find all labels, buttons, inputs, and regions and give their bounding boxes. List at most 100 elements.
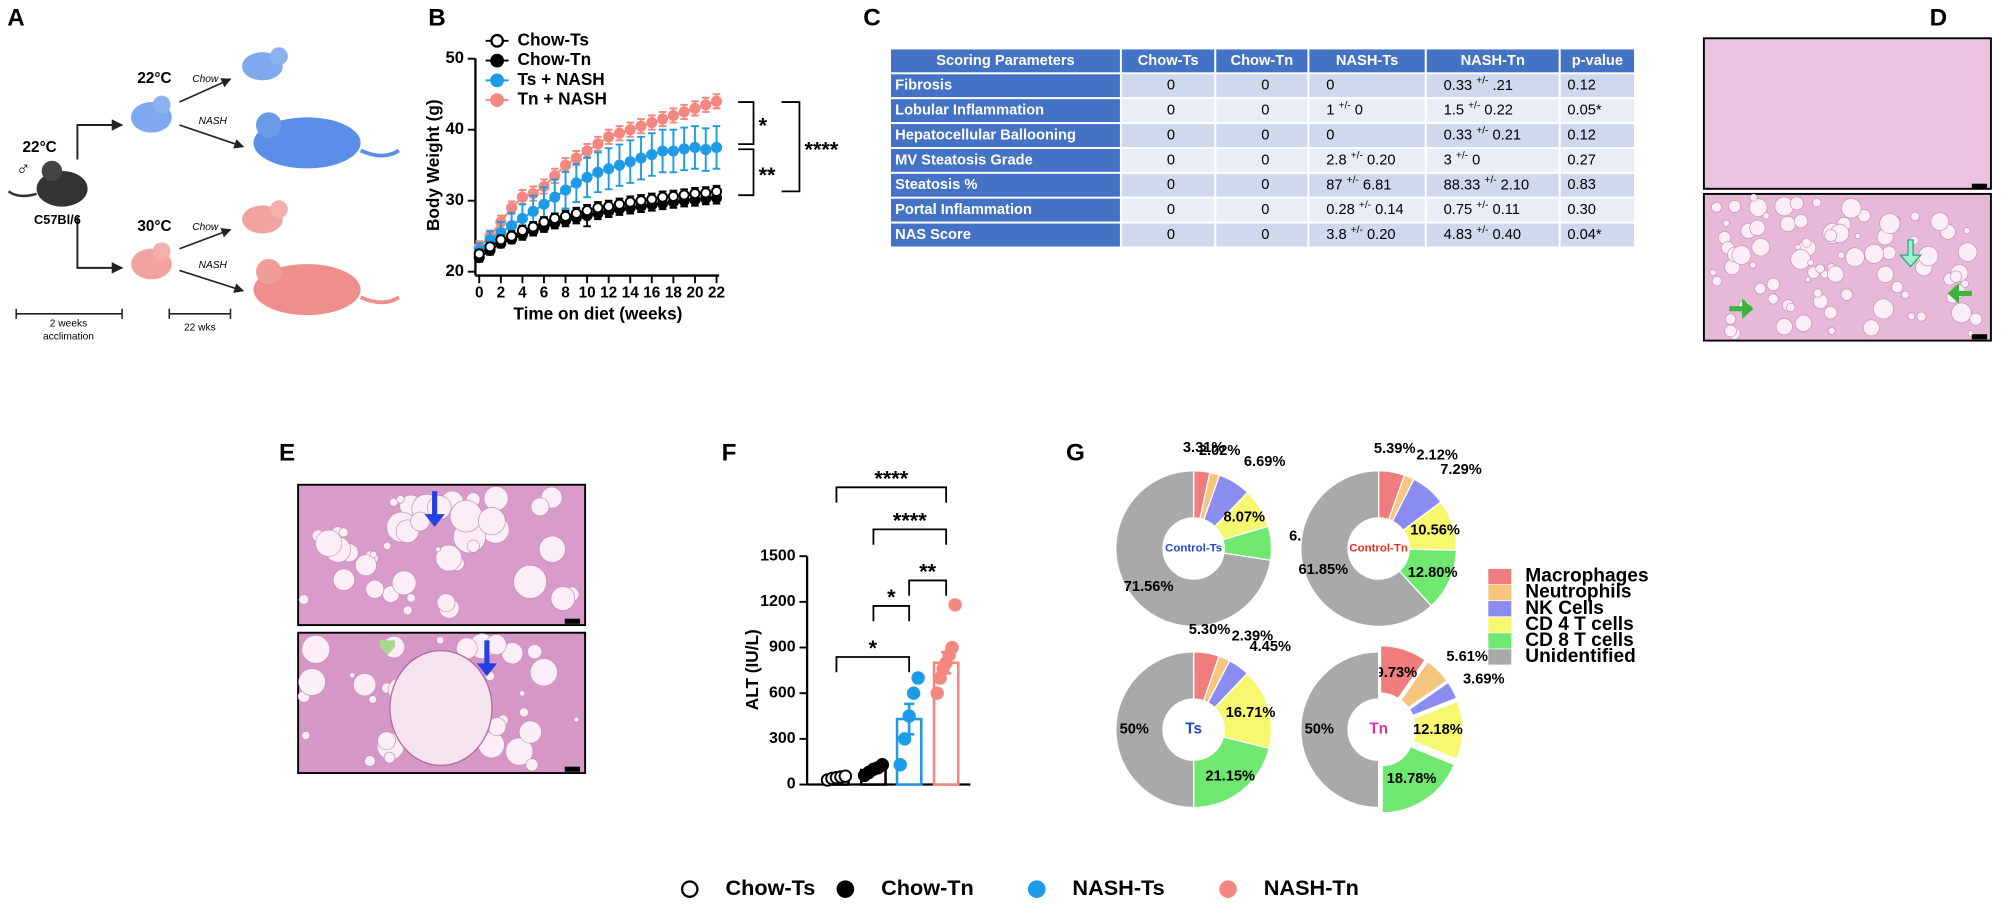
arrow — [379, 640, 396, 656]
slice-label: 12.18% — [1413, 722, 1463, 738]
legend-label: Unidentified — [1525, 646, 1636, 667]
donut-center-label: Control-Tn — [1349, 543, 1408, 555]
slice-label: 6.69% — [1244, 454, 1286, 470]
donut-slice — [1379, 645, 1427, 700]
data-point — [689, 102, 701, 114]
timeline-label: acclimation — [43, 331, 94, 342]
vacuole — [1766, 277, 1780, 292]
mouse-tail — [359, 148, 400, 158]
x-tick-label: 2 — [497, 284, 506, 301]
donut-center-label: Tn — [1369, 721, 1388, 738]
donut-hole — [1163, 699, 1225, 761]
slice-label: 5.61% — [1446, 649, 1488, 665]
scale-bar — [1971, 183, 1988, 189]
data-point — [506, 220, 518, 232]
diet: Chow — [192, 222, 219, 233]
vacuole — [538, 535, 566, 563]
diet: NASH — [199, 260, 228, 271]
vacuole — [349, 672, 356, 679]
data-point — [678, 189, 690, 201]
significance-bracket — [738, 148, 755, 197]
table-cell — [1558, 72, 1636, 100]
slice-label: 18.78% — [1387, 771, 1437, 787]
vacuole — [1748, 198, 1768, 217]
table-cell-text: Fibrosis — [895, 78, 952, 94]
significance-bracket — [781, 101, 801, 193]
donut-hole — [1347, 517, 1410, 580]
legend-marker — [1219, 880, 1237, 898]
data-point — [646, 148, 658, 161]
arrow — [76, 119, 124, 160]
data-point — [570, 177, 582, 189]
data-point — [559, 184, 572, 196]
vacuole — [1910, 211, 1920, 222]
vacuole — [529, 658, 558, 687]
data-point — [516, 224, 528, 237]
arrow — [179, 228, 232, 250]
significance-label: **** — [805, 136, 839, 161]
table-cell-text: 0.05* — [1567, 103, 1602, 119]
table-cell-text: 0.83 — [1567, 177, 1596, 193]
vacuole — [519, 707, 529, 718]
vacuole — [1862, 319, 1880, 337]
data-point — [945, 640, 959, 655]
legend-marker — [490, 53, 504, 68]
y-tick-label: 1200 — [760, 593, 796, 610]
data-point — [603, 163, 615, 175]
data-point — [516, 191, 528, 203]
vacuole — [1794, 314, 1813, 332]
donut-hole — [1163, 517, 1225, 580]
y-tick-label: 600 — [769, 684, 796, 701]
legend-label: NASH-Ts — [1072, 875, 1164, 900]
data-point — [570, 152, 582, 164]
vacuole — [550, 586, 576, 611]
strain: C57Bl/6 — [34, 212, 81, 227]
significance-label: * — [887, 584, 896, 609]
x-tick-label: 14 — [622, 284, 640, 301]
vacuole — [1907, 312, 1916, 321]
vacuole — [435, 544, 463, 572]
significance-bracket — [835, 656, 911, 673]
slice-label: 5.30% — [1189, 622, 1231, 638]
table-cell-text: 0.30 — [1567, 202, 1596, 218]
vacuole — [1837, 251, 1845, 260]
data-point — [603, 200, 615, 212]
vacuole — [1845, 247, 1865, 268]
table-cell-text: 0 — [1326, 78, 1334, 94]
slice-label: 7.29% — [1440, 462, 1482, 478]
slice-label: 12.80% — [1408, 565, 1458, 581]
legend-marker — [490, 73, 504, 88]
slice-label: 3.31% — [1183, 440, 1225, 456]
vacuole — [436, 593, 456, 613]
table-cell-text: Hepatocellular Ballooning — [895, 127, 1076, 143]
data-point — [657, 145, 669, 157]
mouse-head — [152, 242, 171, 261]
data-point — [549, 191, 561, 203]
table-cell-text: 0 — [1167, 78, 1175, 94]
data-point — [559, 159, 572, 171]
table-cell-text: 2.8 +/- 0.20 — [1326, 150, 1395, 168]
vacuole — [518, 720, 542, 744]
vacuole — [364, 755, 376, 767]
vacuole — [368, 695, 378, 704]
vacuole — [530, 497, 550, 517]
table-cell-text: 0 — [1167, 103, 1175, 119]
data-point — [678, 106, 690, 118]
data-point — [592, 166, 604, 178]
slice-label: 16.71% — [1226, 705, 1276, 721]
table-cell — [1424, 72, 1561, 100]
table-cell-text: Lobular Inflammation — [895, 103, 1044, 119]
table-cell — [1119, 221, 1217, 249]
vacuole — [410, 511, 430, 532]
table-header-cell — [1424, 47, 1561, 75]
data-point — [689, 188, 701, 200]
donut-hole — [1347, 699, 1410, 761]
table-cell-text: 0.12 — [1567, 78, 1596, 94]
table-cell-text: 0 — [1167, 177, 1175, 193]
vessel — [389, 649, 493, 767]
temperature: 30°C — [137, 218, 171, 235]
x-tick-label: 4 — [518, 284, 527, 301]
table-cell-text: 1.5 +/- 0.22 — [1444, 100, 1513, 118]
table-cell-text: Scoring Parameters — [936, 53, 1074, 69]
